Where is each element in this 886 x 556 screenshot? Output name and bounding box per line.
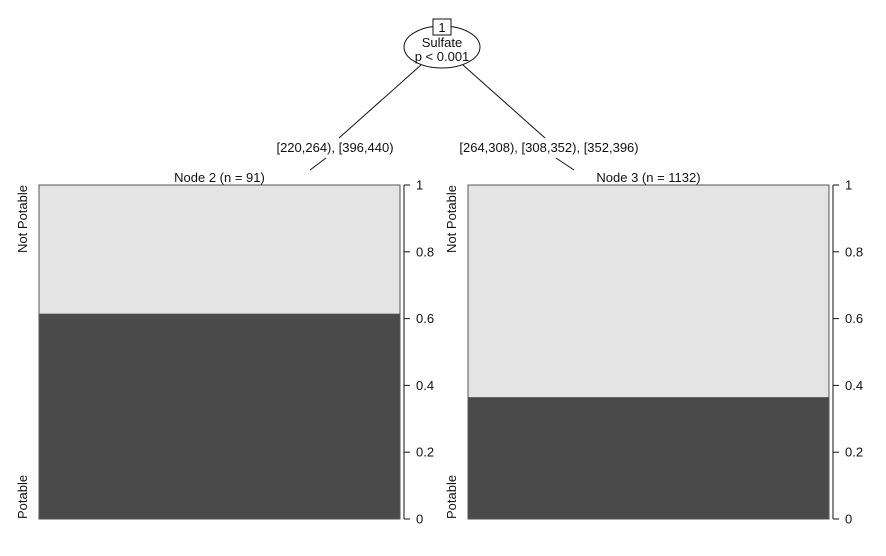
bar-segment-potable — [468, 397, 829, 519]
bar-segment-not-potable — [39, 185, 400, 314]
y-tick-label: 1 — [845, 178, 852, 193]
panel-frame — [38, 184, 401, 520]
bar-segment-potable — [39, 313, 400, 519]
left-edge-upper — [338, 64, 422, 139]
y-tick-label: 0.6 — [416, 311, 434, 326]
panel-frame — [467, 184, 830, 520]
category-label-not-potable: Not Potable — [444, 185, 459, 253]
category-label-potable: Potable — [15, 475, 30, 519]
split-variable-label: Sulfate — [422, 35, 462, 50]
category-label-not-potable: Not Potable — [15, 185, 30, 253]
y-tick-label: 0.2 — [845, 445, 863, 460]
bar-segment-not-potable — [468, 185, 829, 398]
right-edge-label: [264,308), [308,352), [352,396) — [459, 140, 638, 155]
root-node: 1 Sulfate p < 0.001 — [403, 18, 481, 69]
root-node-id: 1 — [438, 20, 445, 35]
panel-title: Node 3 (n = 1132) — [596, 170, 700, 185]
left-edge-lower — [309, 157, 327, 171]
root-node-id-box — [432, 18, 452, 36]
y-tick-label: 1 — [416, 178, 423, 193]
y-tick-label: 0.2 — [416, 445, 434, 460]
y-tick-label: 0.4 — [416, 378, 434, 393]
y-tick-label: 0 — [845, 512, 852, 527]
terminal-node-2-panel: Node 2 (n = 91) 0 0.2 0.4 0.6 0.8 1 Potable Not … — [15, 170, 434, 527]
category-label-potable: Potable — [444, 475, 459, 519]
terminal-node-3-panel: Node 3 (n = 1132) 0 0.2 0.4 0.6 0.8 1 Potable No… — [444, 170, 863, 527]
right-edge-upper — [462, 64, 546, 139]
y-tick-label: 0.4 — [845, 378, 863, 393]
left-edge-label: [220,264), [396,440) — [276, 140, 393, 155]
panel-title: Node 2 (n = 91) — [174, 170, 265, 185]
right-edge-lower — [555, 157, 575, 171]
y-tick-label: 0.8 — [416, 244, 434, 259]
y-tick-label: 0.8 — [845, 244, 863, 259]
y-tick-label: 0 — [416, 512, 423, 527]
split-pvalue-label: p < 0.001 — [415, 49, 470, 64]
y-tick-label: 0.6 — [845, 311, 863, 326]
